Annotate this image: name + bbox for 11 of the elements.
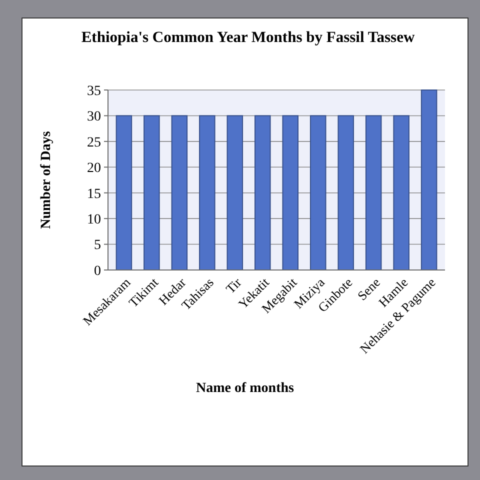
y-tick-label: 5: [94, 238, 101, 254]
y-tick-label: 35: [87, 84, 101, 99]
y-tick-label: 10: [87, 212, 101, 228]
y-tick-label: 30: [87, 110, 101, 125]
x-axis-title: Name of months: [196, 381, 295, 396]
chart-title: Ethiopia's Common Year Months by Fassil Tassew: [81, 29, 416, 46]
y-tick-label: 25: [87, 135, 101, 150]
y-tick-label: 20: [87, 161, 101, 176]
y-axis-title: Number of Days: [39, 130, 54, 229]
y-tick-label: 15: [87, 186, 101, 202]
y-tick-label: 0: [94, 264, 101, 279]
